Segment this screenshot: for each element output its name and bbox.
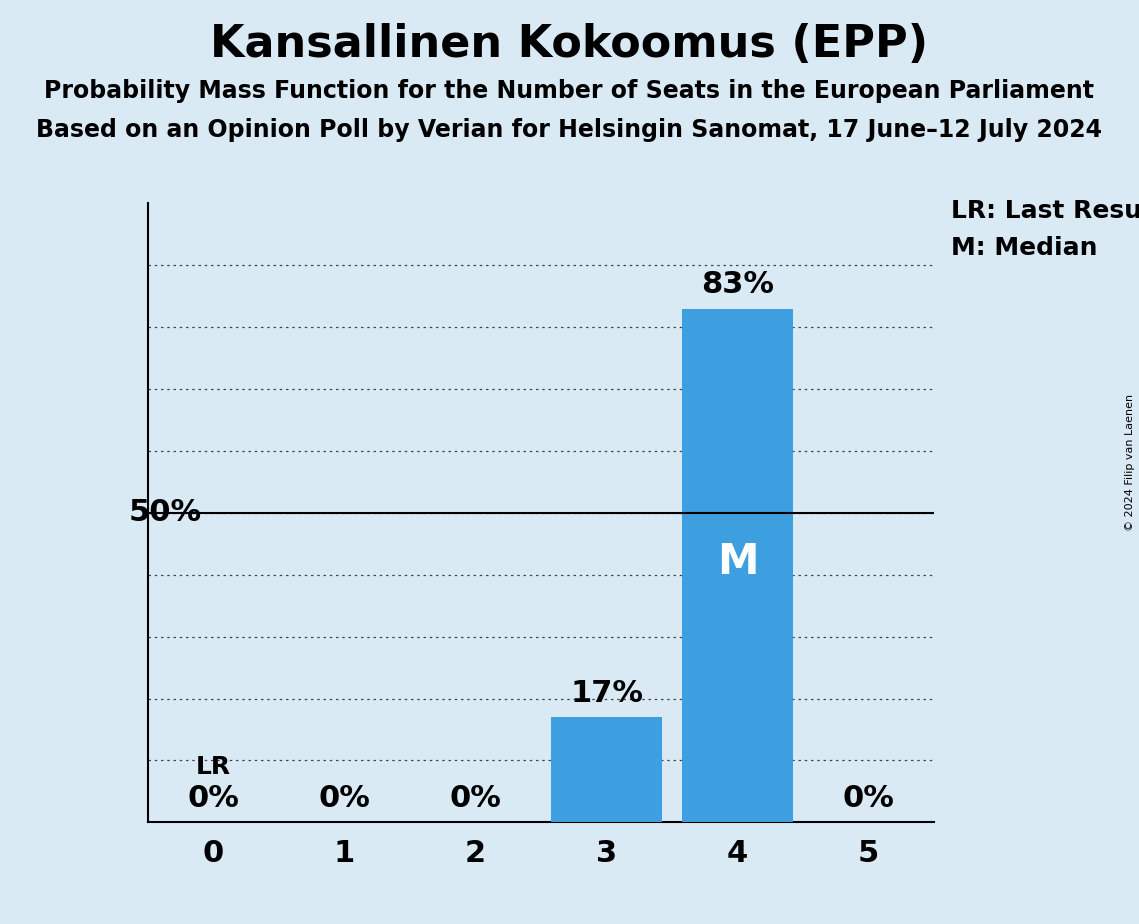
Text: 17%: 17% — [570, 679, 644, 708]
Text: Based on an Opinion Poll by Verian for Helsingin Sanomat, 17 June–12 July 2024: Based on an Opinion Poll by Verian for H… — [36, 118, 1103, 142]
Text: © 2024 Filip van Laenen: © 2024 Filip van Laenen — [1125, 394, 1134, 530]
Text: 0%: 0% — [319, 784, 370, 813]
Text: 0%: 0% — [843, 784, 894, 813]
Text: LR: LR — [196, 755, 231, 779]
Text: Probability Mass Function for the Number of Seats in the European Parliament: Probability Mass Function for the Number… — [44, 79, 1095, 103]
Text: 0%: 0% — [450, 784, 501, 813]
Text: 50%: 50% — [129, 498, 202, 528]
Text: LR: Last Result: LR: Last Result — [951, 199, 1139, 223]
Bar — [682, 309, 793, 822]
Text: 83%: 83% — [700, 270, 775, 299]
Bar — [551, 717, 662, 822]
Text: M: M — [716, 541, 759, 583]
Text: M: Median: M: Median — [951, 236, 1098, 260]
Text: Kansallinen Kokoomus (EPP): Kansallinen Kokoomus (EPP) — [211, 23, 928, 67]
Text: 0%: 0% — [188, 784, 239, 813]
